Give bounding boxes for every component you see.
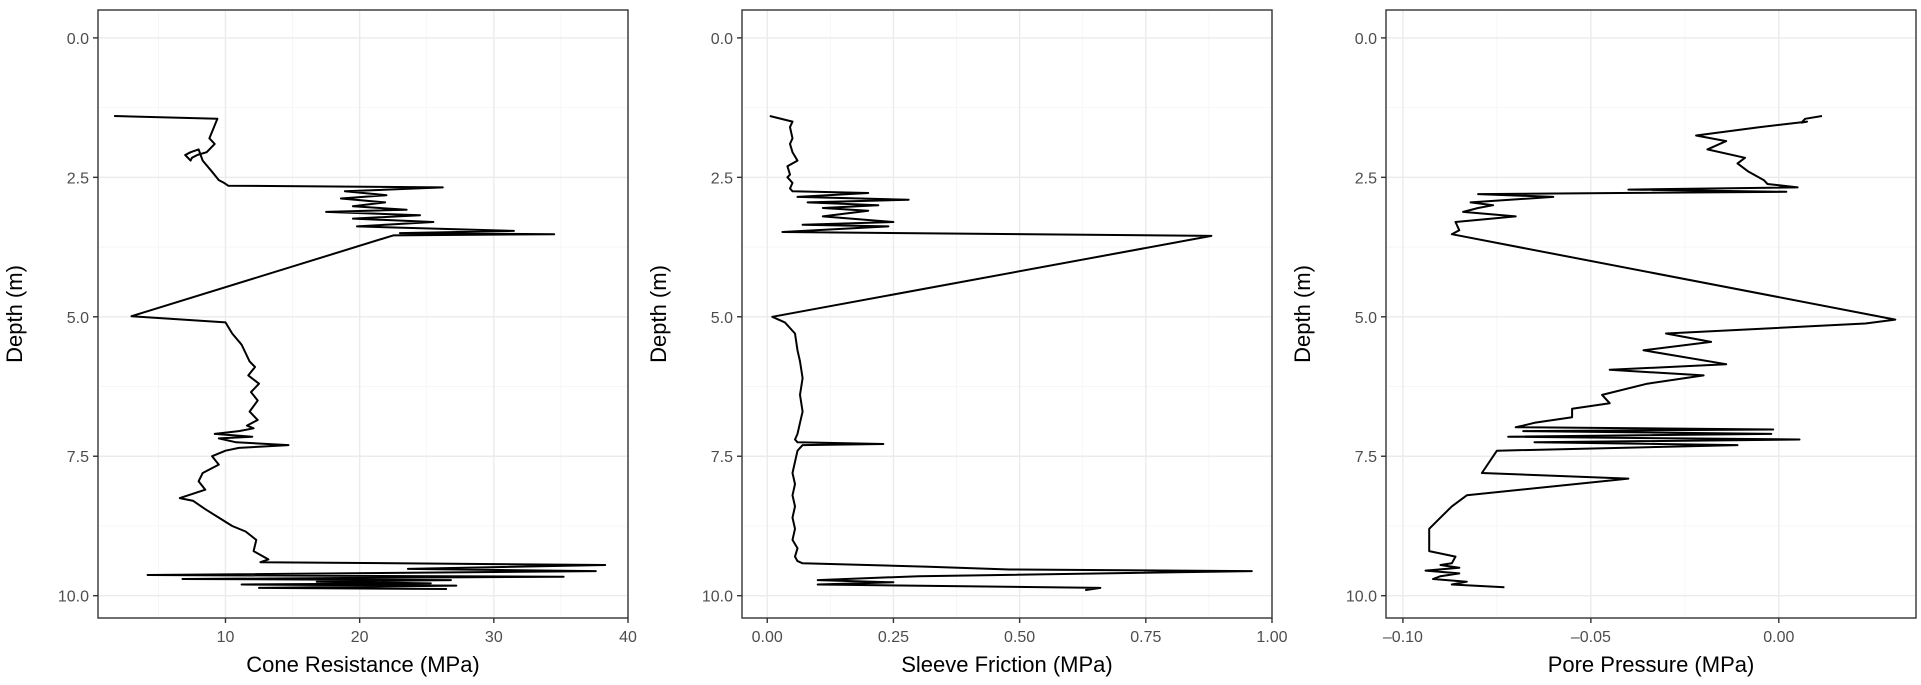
y-tick-label: 5.0 (67, 310, 89, 327)
y-tick-label: 7.5 (1355, 449, 1377, 466)
x-axis-title: Pore Pressure (MPa) (1548, 652, 1755, 677)
y-tick-label: 5.0 (711, 310, 733, 327)
y-tick-label: 2.5 (1355, 170, 1377, 187)
series-line (769, 115, 1253, 592)
y-axis-title: Depth (m) (646, 265, 671, 363)
y-tick-label: 2.5 (711, 170, 733, 187)
x-tick-label: 0.25 (878, 629, 909, 646)
panel-1: 10 20 30 40 0.0 2.5 5.0 7.5 10.0 Cone Resistance … (2, 9, 637, 677)
x-tick-label: 0.50 (1004, 629, 1035, 646)
x-tick-label: 10 (217, 629, 235, 646)
x-tick-label: 0.00 (1763, 629, 1794, 646)
panel-border (97, 9, 629, 619)
x-tick-label: 20 (351, 629, 369, 646)
series-line (114, 115, 607, 590)
x-tick-label: 30 (485, 629, 503, 646)
x-tick-label: –0.10 (1383, 629, 1423, 646)
x-tick-label: 40 (619, 629, 637, 646)
panel-border (741, 9, 1273, 619)
series-line (1424, 115, 1897, 589)
panel-2: 0.00 0.25 0.50 0.75 1.00 0.0 2.5 5.0 7.5 10.0 Slee… (646, 9, 1288, 677)
panels: 10 20 30 40 0.0 2.5 5.0 7.5 10.0 Cone Resistance … (2, 9, 1917, 677)
panel-border (1385, 9, 1917, 619)
y-tick-label: 5.0 (1355, 310, 1377, 327)
x-tick-label: 0.00 (752, 629, 783, 646)
x-tick-label: 0.75 (1130, 629, 1161, 646)
y-tick-label: 0.0 (67, 31, 89, 48)
y-axis-title: Depth (m) (1290, 265, 1315, 363)
y-tick-label: 7.5 (67, 449, 89, 466)
y-tick-label: 7.5 (711, 449, 733, 466)
x-tick-label: 1.00 (1256, 629, 1287, 646)
y-tick-label: 0.0 (1355, 31, 1377, 48)
x-tick-label: –0.05 (1571, 629, 1611, 646)
x-axis-title: Cone Resistance (MPa) (246, 652, 480, 677)
y-tick-label: 10.0 (58, 589, 89, 606)
x-axis-title: Sleeve Friction (MPa) (901, 652, 1113, 677)
y-tick-label: 10.0 (702, 589, 733, 606)
panel-3: –0.10 –0.05 0.00 0.0 2.5 5.0 7.5 10.0 Pore Press… (1290, 9, 1917, 677)
y-axis-title: Depth (m) (2, 265, 27, 363)
y-tick-label: 0.0 (711, 31, 733, 48)
y-tick-label: 2.5 (67, 170, 89, 187)
y-tick-label: 10.0 (1346, 589, 1377, 606)
